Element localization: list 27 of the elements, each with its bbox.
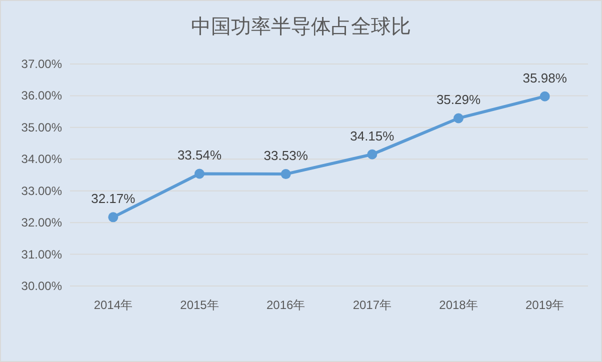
text: 32.17% [91, 191, 136, 206]
text: 33.54% [177, 148, 222, 163]
y-tick-label: 34.00% [21, 152, 62, 166]
y-tick-label: 35.00% [21, 120, 62, 134]
text: 34.15% [350, 128, 394, 144]
point [540, 91, 550, 102]
y-tick-label: 32.00% [21, 216, 62, 230]
y-tick-label: 30.00% [21, 279, 62, 293]
x-tick-label: 2014年 [94, 298, 133, 312]
chart-title: 中国功率半导体占全球比 [191, 16, 411, 38]
y-tick-label: 36.00% [21, 88, 62, 103]
y-tick-label: 37.00% [21, 57, 62, 71]
y-tick-label: 31.00% [21, 247, 62, 262]
point [280, 169, 291, 180]
x-tick-label: 2015年 [180, 298, 219, 312]
x-tick-label: 2018年 [439, 298, 478, 312]
y-tick-label: 33.00% [21, 184, 62, 198]
text: 35.98% [522, 70, 567, 86]
x-tick-label: 2019年 [525, 298, 564, 312]
point [194, 168, 204, 179]
point [454, 113, 464, 124]
x-tick-label: 2016年 [266, 298, 306, 312]
point [367, 149, 378, 160]
text: 35.29% [436, 92, 481, 108]
x-tick-label: 2017年 [352, 298, 392, 312]
point [108, 212, 118, 222]
text: 33.53% [264, 148, 308, 164]
